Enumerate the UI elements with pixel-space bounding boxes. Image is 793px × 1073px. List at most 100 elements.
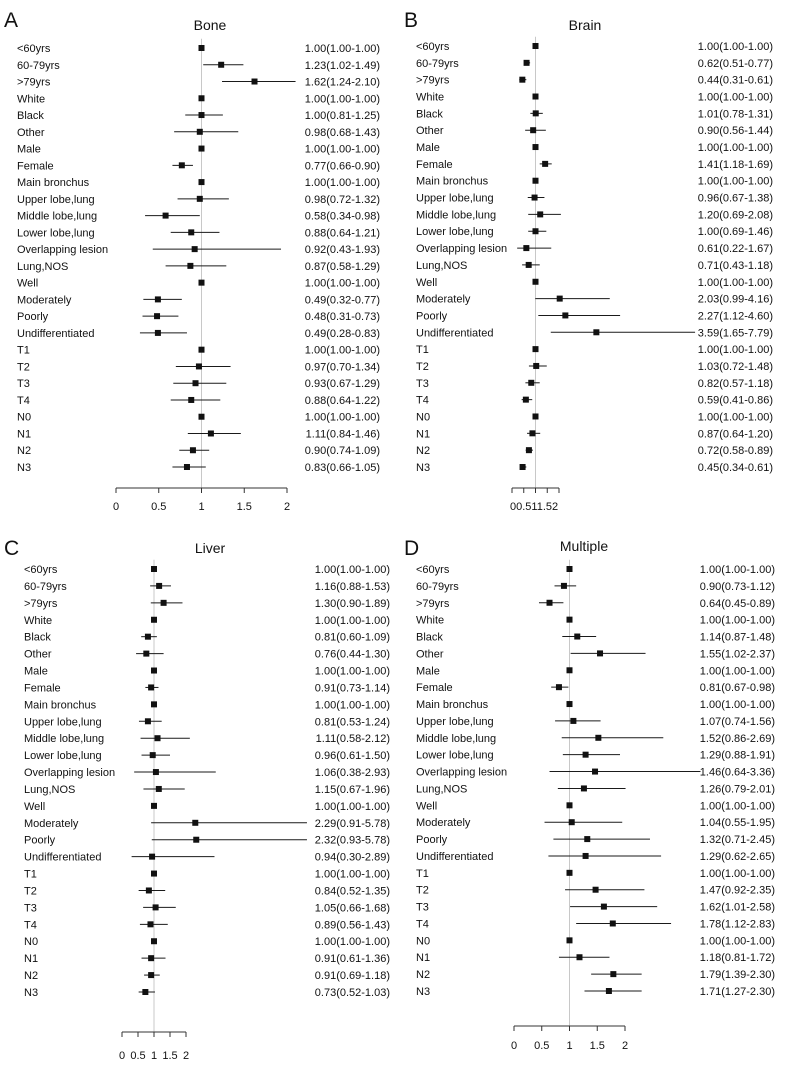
row-value: 0.96(0.61-1.50) [315, 750, 390, 762]
row-label: T2 [24, 885, 37, 897]
estimate-marker [187, 262, 194, 269]
estimate-marker [144, 633, 151, 640]
estimate-marker [597, 650, 604, 657]
row-value: 0.45(0.34-0.61) [698, 462, 773, 474]
row-label: N1 [416, 952, 430, 964]
row-value: 1.00(0.69-1.46) [698, 226, 773, 238]
estimate-marker [610, 971, 617, 978]
row-label: Black [416, 108, 443, 120]
estimate-marker [147, 921, 154, 928]
row-label: T1 [416, 868, 429, 880]
estimate-marker [566, 937, 573, 944]
row-label: White [416, 615, 444, 627]
panel-multiple: D Multiple <60yrs 1.00(1.00-1.00) 60-79yrs 0.… [404, 537, 775, 1052]
row-value: 0.71(0.43-1.18) [698, 260, 773, 272]
row-label: Undifferentiated [24, 852, 101, 864]
row-value: 1.00(1.00-1.00) [305, 144, 380, 156]
x-tick-label: 0 [113, 501, 119, 513]
row-value: 0.88(0.64-1.22) [305, 395, 380, 407]
row-value: 3.59(1.65-7.79) [698, 327, 773, 339]
row-value: 0.81(0.53-1.24) [315, 716, 390, 728]
row-value: 1.00(1.00-1.00) [315, 936, 390, 948]
row-label: White [24, 615, 52, 627]
estimate-marker [519, 76, 526, 83]
estimate-marker [148, 955, 155, 962]
row-label: Lower lobe,lung [416, 750, 494, 762]
estimate-marker [582, 852, 589, 859]
estimate-marker [198, 45, 205, 51]
row-label: Other [17, 127, 45, 139]
row-value: 1.29(0.62-2.65) [700, 851, 775, 863]
row-label: T4 [416, 918, 429, 930]
row-value: 1.30(0.90-1.89) [315, 598, 390, 610]
x-tick-label: 1 [198, 501, 204, 513]
x-tick-label: 1 [566, 1040, 572, 1052]
row-value: 1.00(0.81-1.25) [305, 110, 380, 122]
row-value: 0.93(0.67-1.29) [305, 378, 380, 390]
row-label: Well [17, 278, 38, 290]
row-label: Male [416, 665, 440, 677]
row-value: 1.03(0.72-1.48) [698, 361, 773, 373]
estimate-marker [592, 768, 599, 775]
row-label: >79yrs [17, 77, 51, 89]
row-value: 1.00(1.00-1.00) [698, 277, 773, 289]
estimate-marker [593, 329, 600, 336]
row-value: 1.00(1.00-1.00) [700, 800, 775, 812]
row-value: 0.91(0.69-1.18) [315, 970, 390, 982]
row-label: Poorly [416, 834, 448, 846]
row-value: 1.00(1.00-1.00) [698, 92, 773, 104]
estimate-marker [570, 717, 577, 724]
estimate-marker [152, 904, 159, 911]
row-label: Lower lobe,lung [24, 750, 102, 762]
row-label: N2 [416, 445, 430, 457]
row-label: Main bronchus [416, 699, 489, 711]
row-value: 0.49(0.28-0.83) [305, 328, 380, 340]
row-value: 2.27(1.12-4.60) [698, 310, 773, 322]
estimate-marker [154, 313, 161, 320]
estimate-marker [532, 413, 539, 420]
estimate-marker [151, 938, 157, 945]
row-label: Male [24, 666, 48, 678]
row-label: White [416, 92, 444, 104]
estimate-marker [154, 329, 161, 336]
estimate-marker [188, 396, 195, 403]
estimate-marker [143, 650, 150, 657]
row-label: Lung,NOS [24, 784, 75, 796]
row-label: Black [17, 110, 44, 122]
row-label: 60-79yrs [416, 58, 459, 70]
estimate-marker [532, 43, 539, 49]
row-label: N2 [416, 969, 430, 981]
row-label: Middle lobe,lung [416, 209, 496, 221]
row-value: 1.15(0.67-1.96) [315, 784, 390, 796]
row-label: 60-79yrs [416, 581, 459, 593]
row-value: 1.00(1.00-1.00) [305, 412, 380, 424]
row-value: 2.29(0.91-5.78) [315, 818, 390, 830]
row-value: 1.26(0.79-2.01) [700, 783, 775, 795]
estimate-marker [528, 379, 535, 386]
row-value: 1.41(1.18-1.69) [698, 159, 773, 171]
x-tick-label: 0.5 [130, 1050, 145, 1062]
estimate-marker [532, 110, 539, 117]
estimate-marker [191, 246, 198, 253]
estimate-marker [198, 346, 205, 353]
row-label: Moderately [416, 294, 471, 306]
estimate-marker [580, 785, 587, 792]
row-label: N1 [17, 428, 31, 440]
estimate-marker [529, 430, 536, 437]
row-label: Poorly [416, 310, 448, 322]
row-value: 0.96(0.67-1.38) [698, 193, 773, 205]
row-value: 2.03(0.99-4.16) [698, 294, 773, 306]
x-tick-label: 1.5 [162, 1050, 177, 1062]
row-value: 0.49(0.32-0.77) [305, 294, 380, 306]
row-value: 0.90(0.73-1.12) [700, 581, 775, 593]
row-value: 0.62(0.51-0.77) [698, 58, 773, 70]
row-value: 1.78(1.12-2.83) [700, 918, 775, 930]
estimate-marker [198, 279, 205, 286]
row-label: <60yrs [24, 564, 58, 576]
row-value: 1.00(1.00-1.00) [315, 564, 390, 576]
panel-letter: D [404, 537, 419, 560]
row-value: 1.79(1.39-2.30) [700, 969, 775, 981]
row-label: N2 [17, 445, 31, 457]
estimate-marker [566, 869, 573, 876]
row-label: Poorly [17, 311, 49, 323]
